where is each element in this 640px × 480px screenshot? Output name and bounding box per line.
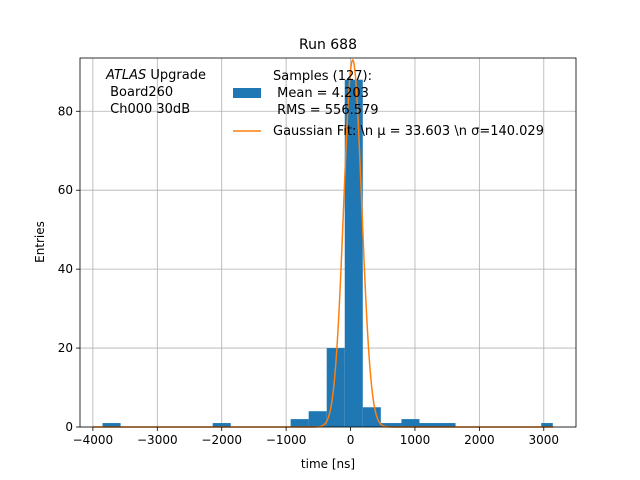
histogram-bar [308,411,327,427]
y-tick-label: 60 [58,183,73,197]
histogram-bar [290,419,309,427]
legend-hist-line-3: RMS = 556.579 [273,103,379,118]
y-axis-label: Entries [33,221,47,263]
legend-hist-line-2: Mean = 4.203 [273,86,369,101]
histogram-bar [362,407,381,427]
x-tick-label: 2000 [464,433,495,447]
plot-frame [79,57,577,428]
y-tick-label: 20 [58,341,73,355]
x-tick-label: 3000 [529,433,560,447]
legend-hist-line-1: Samples (127): [273,69,372,84]
x-axis-ticks: −4000 −3000 −2000 −1000 0 1000 2000 3000 [73,427,559,447]
atlas-label: ATLAS [105,68,146,83]
channel-label: Ch000 30dB [106,102,190,117]
x-tick-label: 0 [347,433,355,447]
chart-title: Run 688 [299,37,357,53]
legend: Samples (127): Mean = 4.203 RMS = 556.57… [233,69,544,139]
y-tick-label: 80 [58,104,73,118]
y-axis-ticks: 0 20 40 60 80 [58,104,80,434]
atlas-annotation: ATLAS Upgrade Board260 Ch000 30dB [105,68,206,117]
x-tick-label: −1000 [266,433,307,447]
y-tick-label: 40 [58,262,73,276]
histogram-bar [541,423,553,427]
histogram-bars [102,79,553,428]
histogram-bar [212,423,231,427]
legend-fit-label: Gaussian Fit: \n μ = 33.603 \n σ=140.029 [273,124,544,139]
histogram-bar [102,423,121,427]
board-label: Board260 [106,85,173,100]
x-tick-label: −4000 [73,433,114,447]
histogram-bar [380,423,402,427]
histogram-bar [344,79,363,428]
upgrade-label: Upgrade [146,68,206,83]
y-tick-label: 0 [65,420,73,434]
x-tick-label: −3000 [137,433,178,447]
histogram-bar [401,419,420,427]
svg-text:ATLAS Upgrade: ATLAS Upgrade [105,68,206,83]
x-axis-label: time [ns] [301,457,355,471]
legend-hist-swatch [233,88,261,98]
x-tick-label: 1000 [400,433,431,447]
histogram-bar [419,423,438,427]
x-tick-label: −2000 [201,433,242,447]
histogram-bar [437,423,456,427]
